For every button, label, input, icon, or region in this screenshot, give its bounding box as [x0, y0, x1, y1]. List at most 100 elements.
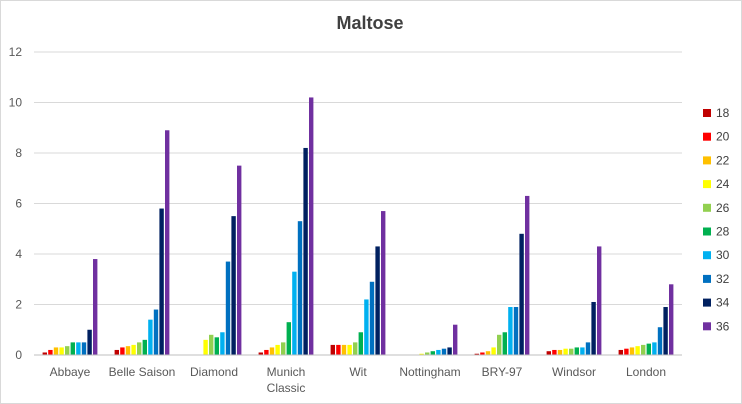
gridlines	[34, 51, 682, 305]
bar-26	[209, 334, 214, 355]
x-tick-label: London	[626, 365, 666, 379]
bar-32	[225, 261, 231, 355]
bar-18	[42, 352, 47, 355]
bar-36	[669, 284, 674, 355]
bar-18	[258, 352, 263, 355]
bar-36	[525, 195, 530, 355]
bar-28	[142, 339, 147, 355]
bar-24	[347, 344, 352, 355]
legend-swatch	[703, 227, 711, 236]
bar-34	[159, 208, 164, 355]
bar-34	[663, 307, 668, 355]
bar-32	[585, 342, 591, 356]
bar-24	[563, 348, 568, 355]
bar-30	[580, 347, 585, 355]
bar-36	[309, 97, 314, 355]
legend-label: 30	[716, 248, 730, 262]
legend-swatch	[703, 274, 711, 283]
bar-26	[281, 342, 286, 356]
bar-32	[513, 307, 519, 355]
legend-swatch	[703, 298, 711, 307]
bar-26	[641, 344, 646, 355]
bar-22	[557, 349, 563, 355]
bar-36	[453, 324, 458, 355]
bar-18	[618, 349, 623, 355]
bar-36	[597, 246, 602, 355]
chart-title: Maltose	[336, 13, 403, 33]
legend-label: 24	[716, 177, 730, 191]
y-tick-label: 6	[15, 197, 22, 211]
legend: 18 20 22 24 26 28 30 32 34 36	[703, 106, 730, 333]
bar-28	[358, 332, 363, 355]
x-tick-label: Wit	[349, 365, 367, 379]
y-tick-label: 2	[15, 298, 22, 312]
bar-22	[341, 344, 347, 355]
bar-36	[165, 130, 170, 355]
x-tick-label: Nottingham	[399, 365, 460, 379]
bar-20	[552, 349, 557, 355]
legend-label: 34	[716, 296, 730, 310]
bar-28	[502, 332, 507, 355]
bar-34	[447, 347, 452, 355]
bar-26	[497, 334, 502, 355]
bar-18	[330, 344, 335, 355]
legend-label: 20	[716, 130, 730, 144]
bar-36	[93, 259, 98, 355]
x-axis: Abbaye Belle Saison Diamond Munich Classic Wi…	[50, 365, 666, 395]
bar-20	[48, 349, 53, 355]
bar-30	[220, 332, 225, 355]
y-tick-label: 12	[9, 45, 23, 59]
legend-label: 28	[716, 225, 730, 239]
bar-18	[114, 349, 119, 355]
bar-34	[87, 329, 92, 355]
bar-22	[269, 347, 275, 355]
bar-26	[425, 352, 430, 355]
bar-20	[264, 349, 269, 355]
y-tick-label: 4	[15, 247, 22, 261]
bar-34	[519, 233, 524, 355]
bar-32	[369, 281, 375, 355]
bar-28	[574, 347, 579, 355]
bar-28	[430, 351, 435, 355]
bar-26	[353, 342, 358, 356]
y-axis: 0 2 4 6 8 10 12	[9, 45, 23, 362]
bar-20	[336, 344, 341, 355]
x-tick-label: Munich	[267, 365, 306, 379]
bar-22	[485, 351, 491, 355]
bar-36	[381, 211, 386, 355]
bar-22	[629, 347, 635, 355]
bar-18	[546, 351, 551, 355]
x-tick-label: Classic	[267, 381, 306, 395]
bar-20	[120, 347, 125, 355]
x-tick-label: Windsor	[552, 365, 596, 379]
bar-18	[474, 353, 479, 355]
bar-30	[508, 307, 513, 355]
legend-swatch	[703, 132, 711, 141]
legend-swatch	[703, 156, 711, 165]
legend-swatch	[703, 109, 711, 117]
bar-20	[624, 348, 629, 355]
bar-28	[286, 322, 291, 355]
bars	[42, 97, 674, 356]
bar-26	[569, 348, 574, 355]
bar-30	[76, 342, 81, 356]
bar-32	[297, 221, 303, 355]
bar-24	[203, 339, 208, 355]
bar-24	[59, 347, 64, 355]
bar-28	[70, 342, 75, 356]
x-tick-label: Belle Saison	[109, 365, 176, 379]
bar-30	[364, 299, 369, 355]
bar-36	[237, 165, 242, 356]
legend-swatch	[703, 251, 711, 260]
bar-22	[53, 347, 59, 355]
legend-label: 32	[716, 272, 730, 286]
bar-26	[65, 346, 70, 355]
legend-swatch	[703, 180, 711, 189]
bar-26	[137, 342, 142, 356]
bar-32	[81, 342, 87, 356]
x-tick-label: Diamond	[190, 365, 238, 379]
bar-30	[292, 271, 297, 355]
legend-label: 36	[716, 319, 730, 333]
bar-30	[436, 349, 441, 355]
